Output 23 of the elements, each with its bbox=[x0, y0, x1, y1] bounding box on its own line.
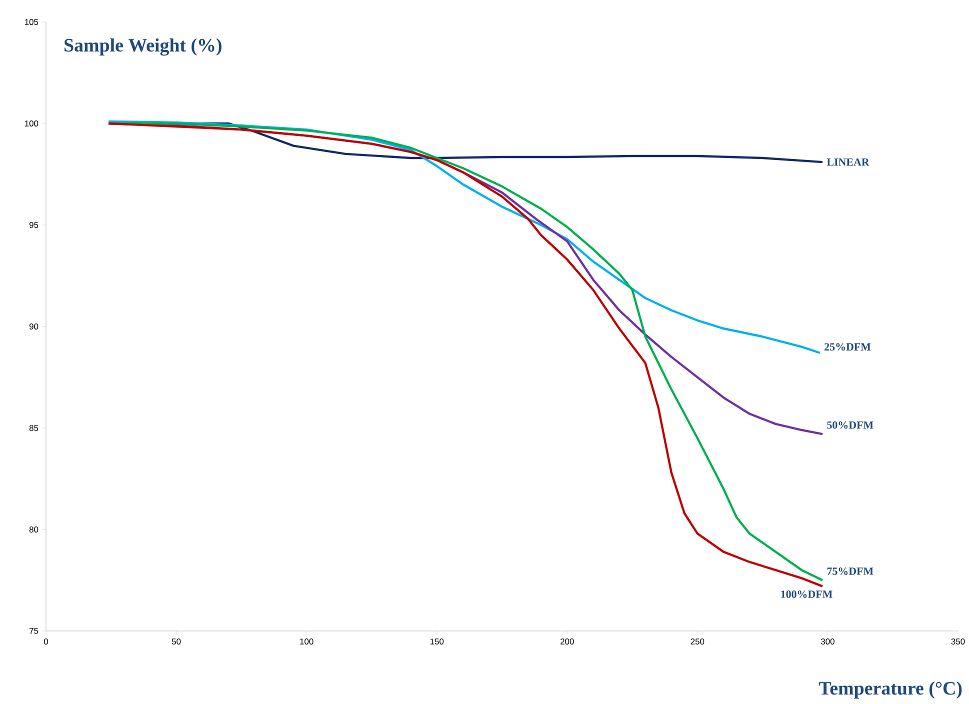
x-tick-label: 150 bbox=[430, 638, 444, 644]
line-series bbox=[107, 120, 822, 354]
y-tick-label: 90 bbox=[29, 323, 38, 330]
x-tick-label: 200 bbox=[560, 638, 574, 644]
y-tick-label: 75 bbox=[30, 628, 38, 634]
x-tick-label: 0 bbox=[44, 638, 48, 644]
y-axis-title: Sample Weight (%) bbox=[64, 38, 222, 56]
x-tick-label: 250 bbox=[690, 638, 704, 644]
x-tick-label: 300 bbox=[820, 638, 834, 644]
x-tick-label: 50 bbox=[172, 638, 181, 644]
y-tick-label: 100 bbox=[25, 120, 38, 126]
y-tick-label: 95 bbox=[29, 222, 38, 228]
x-tick-label: 100 bbox=[300, 638, 314, 644]
y-tick-label: 85 bbox=[29, 424, 38, 431]
series-label: 100%DFM bbox=[781, 590, 832, 598]
series-label: 25%DFM bbox=[824, 343, 871, 351]
y-tick-label: 80 bbox=[29, 526, 38, 532]
series-label: LINEAR bbox=[826, 158, 870, 166]
series-label: 50%DFM bbox=[827, 421, 874, 429]
y-tick-label: 105 bbox=[25, 18, 38, 25]
x-tick-label: 350 bbox=[951, 638, 965, 644]
series-label: 75%DFM bbox=[827, 568, 874, 575]
x-axis-title: Temperature (°C) bbox=[819, 681, 962, 699]
